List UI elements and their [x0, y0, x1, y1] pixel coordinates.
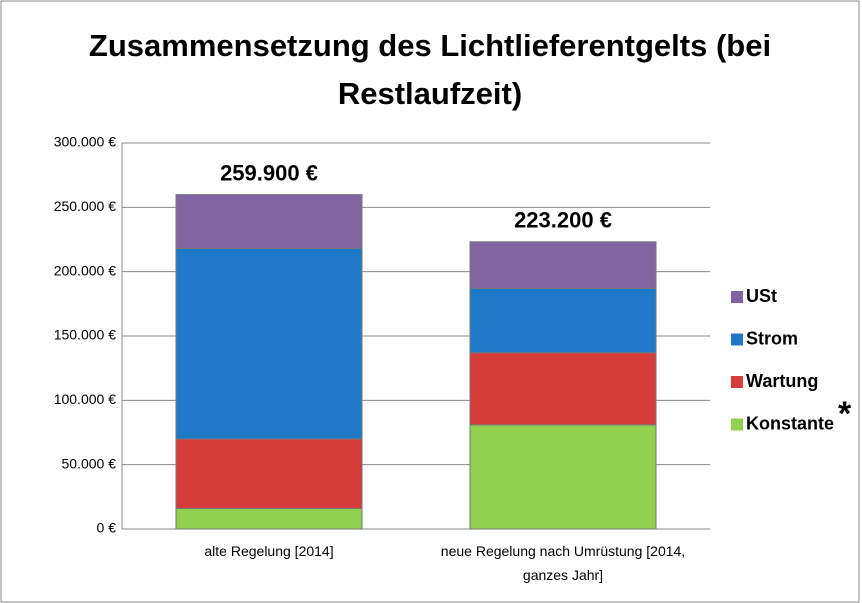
legend-swatch	[731, 291, 743, 303]
bar-segment	[175, 248, 363, 440]
y-tick-label: 250.000 €	[54, 198, 116, 214]
y-tick-label: 150.000 €	[54, 327, 116, 343]
bar-segment	[469, 424, 657, 530]
legend-swatch	[731, 376, 743, 388]
bar-segment	[469, 287, 657, 354]
y-tick-label: 100.000 €	[54, 391, 116, 407]
y-tick-label: 200.000 €	[54, 262, 116, 278]
y-tick-label: 300.000 €	[54, 134, 116, 150]
x-tick-label: alte Regelung [2014]	[204, 543, 334, 559]
total-label: 223.200 €	[514, 208, 612, 233]
bar-segment	[469, 352, 657, 426]
y-tick-label: 0 €	[97, 520, 117, 536]
bar-segment	[469, 241, 657, 289]
legend-swatch	[731, 418, 743, 431]
bar-segment	[175, 507, 363, 530]
legend-label: Strom	[746, 328, 798, 348]
bar-segment	[175, 194, 363, 250]
bar-segment	[175, 438, 363, 509]
total-label: 259.900 €	[220, 160, 318, 185]
legend-label: Wartung	[746, 371, 818, 391]
legend-label: Konstante	[746, 413, 834, 433]
x-tick-label: neue Regelung nach Umrüstung [2014, ganz…	[440, 543, 686, 583]
y-tick-label: 50.000 €	[62, 455, 117, 471]
chart-title: Zusammensetzung des Lichtlieferentgelts …	[88, 28, 772, 111]
legend-swatch	[731, 333, 743, 346]
annotation: *	[838, 395, 852, 433]
legend-label: USt	[746, 286, 777, 306]
